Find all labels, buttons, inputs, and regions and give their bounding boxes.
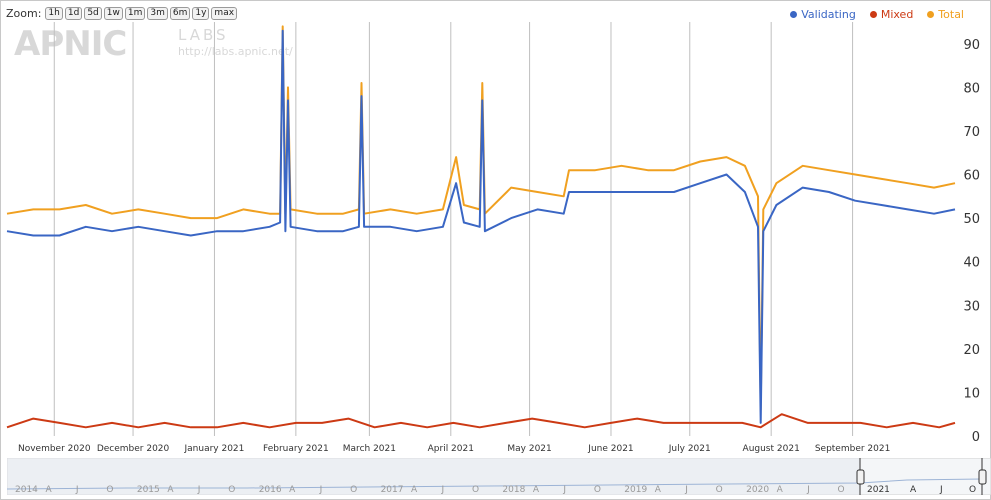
navigator-label-21: A xyxy=(655,485,662,495)
zoom-bar: Zoom: 1h 1d 5d 1w 1m 3m 6m 1y max xyxy=(6,7,239,20)
navigator-label-26: J xyxy=(806,485,810,495)
legend: Validating Mixed Total xyxy=(776,8,964,21)
zoom-1m-button[interactable]: 1m xyxy=(124,7,146,20)
y-tick-label-1: 10 xyxy=(963,386,980,401)
navigator-label-18: J xyxy=(562,485,566,495)
navigator-unselected-mask xyxy=(7,458,860,495)
navigator-label-3: O xyxy=(106,485,113,495)
navigator-label-14: J xyxy=(441,485,445,495)
navigator-label-6: J xyxy=(197,485,201,495)
navigator-label-7: O xyxy=(228,485,235,495)
navigator-label-23: O xyxy=(716,485,723,495)
x-tick-label-3: February 2021 xyxy=(263,444,329,454)
zoom-1h-button[interactable]: 1h xyxy=(45,7,63,20)
navigator-label-27: O xyxy=(838,485,845,495)
navigator-selected-label-1: A xyxy=(910,485,917,495)
zoom-6m-button[interactable]: 6m xyxy=(169,7,191,20)
navigator-label-13: A xyxy=(411,485,418,495)
y-tick-label-7: 70 xyxy=(963,125,980,140)
y-tick-label-9: 90 xyxy=(963,38,980,53)
navigator-handle-left[interactable] xyxy=(856,469,865,485)
navigator-label-17: A xyxy=(533,485,540,495)
y-tick-label-4: 40 xyxy=(963,256,980,271)
watermark-url: http://labs.apnic.net/ xyxy=(178,45,293,58)
navigator-label-8: 2016 xyxy=(259,485,282,495)
navigator-label-5: A xyxy=(167,485,174,495)
navigator-selected-label-3: O xyxy=(969,485,976,495)
navigator-label-10: J xyxy=(319,485,323,495)
navigator-selected-label-0: 2021 xyxy=(867,485,890,495)
range-navigator[interactable]: 2014 A J O 2015 A J O 2016 A J O 2017 A J O 2018 A J O 2019 A… xyxy=(7,458,991,495)
y-tick-label-8: 80 xyxy=(963,81,980,96)
navigator-handle-right[interactable] xyxy=(978,469,987,485)
watermark-brand: APNIC xyxy=(14,24,127,64)
navigator-label-22: J xyxy=(684,485,688,495)
navigator-label-2: J xyxy=(75,485,79,495)
legend-label-mixed: Mixed xyxy=(880,8,914,21)
x-tick-label-7: June 2021 xyxy=(587,444,633,454)
zoom-3m-button[interactable]: 3m xyxy=(147,7,168,20)
y-tick-label-2: 20 xyxy=(963,343,980,358)
series-line-total xyxy=(6,25,956,411)
navigator-label-12: 2017 xyxy=(381,485,404,495)
zoom-1w-button[interactable]: 1w xyxy=(103,7,123,20)
x-tick-label-8: July 2021 xyxy=(668,444,711,454)
legend-item-mixed[interactable]: Mixed xyxy=(869,8,914,21)
navigator-series-line xyxy=(7,478,983,490)
y-tick-label-6: 60 xyxy=(963,169,980,184)
y-tick-label-3: 30 xyxy=(963,299,980,314)
x-tick-label-2: January 2021 xyxy=(184,444,245,454)
navigator-label-24: 2020 xyxy=(746,485,769,495)
navigator-label-15: O xyxy=(472,485,479,495)
x-tick-label-1: December 2020 xyxy=(97,444,170,454)
navigator-label-4: 2015 xyxy=(137,485,160,495)
legend-item-total[interactable]: Total xyxy=(927,8,964,21)
x-tick-label-10: September 2021 xyxy=(815,444,891,454)
x-tick-label-5: April 2021 xyxy=(428,444,474,454)
zoom-label: Zoom: xyxy=(6,7,42,20)
navigator-label-25: A xyxy=(777,485,784,495)
navigator-label-9: A xyxy=(289,485,296,495)
legend-dot-total xyxy=(927,11,935,18)
navigator-label-16: 2018 xyxy=(502,485,525,495)
zoom-1d-button[interactable]: 1d xyxy=(64,7,83,20)
zoom-max-button[interactable]: max xyxy=(211,7,238,20)
x-tick-label-0: November 2020 xyxy=(18,444,91,454)
legend-item-validating[interactable]: Validating xyxy=(790,8,856,21)
legend-label-validating: Validating xyxy=(801,8,856,21)
series-line-mixed xyxy=(6,413,956,429)
x-tick-label-9: August 2021 xyxy=(743,444,800,454)
navigator-label-20: 2019 xyxy=(624,485,647,495)
apnic-labs-watermark: APNIC LABS http://labs.apnic.net/ xyxy=(14,24,293,64)
x-tick-label-4: March 2021 xyxy=(343,444,396,454)
navigator-label-1: A xyxy=(45,485,52,495)
line-chart: November 2020 December 2020 January 2021 Fe… xyxy=(6,22,980,454)
series-line-validating xyxy=(6,29,956,424)
zoom-1y-button[interactable]: 1y xyxy=(192,7,210,20)
zoom-5d-button[interactable]: 5d xyxy=(84,7,102,20)
watermark-labs: LABS xyxy=(178,26,229,44)
x-tick-label-6: May 2021 xyxy=(507,444,551,454)
navigator-label-19: O xyxy=(594,485,601,495)
y-tick-label-5: 50 xyxy=(963,212,980,227)
y-tick-label-0: 0 xyxy=(972,430,980,445)
navigator-label-11: O xyxy=(350,485,357,495)
navigator-label-0: 2014 xyxy=(15,485,38,495)
legend-dot-validating xyxy=(790,11,798,18)
navigator-selected-label-2: J xyxy=(939,485,943,495)
legend-label-total: Total xyxy=(938,8,964,21)
legend-dot-mixed xyxy=(869,11,877,18)
